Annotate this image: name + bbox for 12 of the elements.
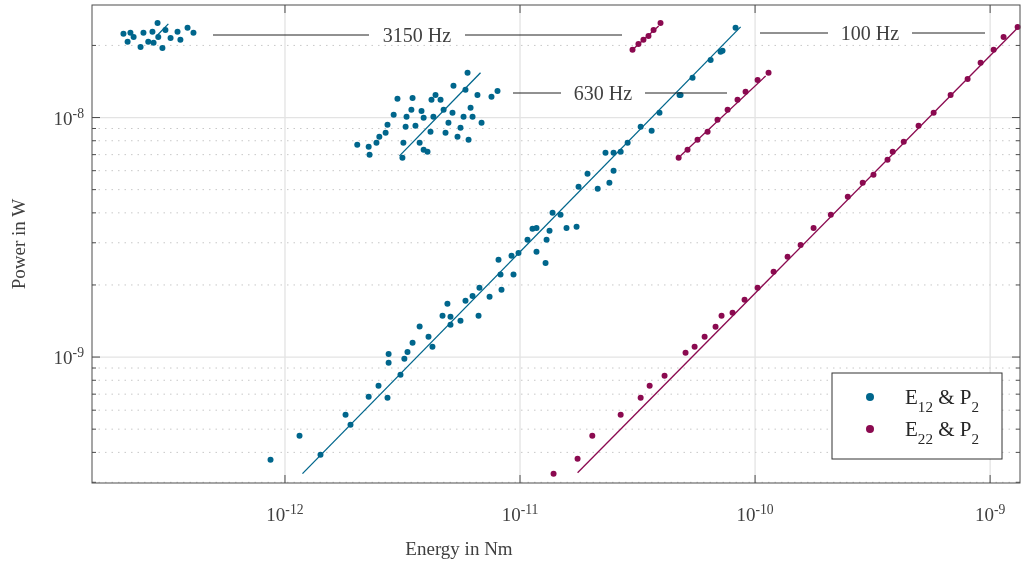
- legend-label: E$_{22}$ & P$_{2}$: [905, 417, 980, 447]
- y-tick-label: 10$^{-8}$: [53, 105, 85, 129]
- x-tick-label: 10$^{-9}$: [974, 501, 1006, 525]
- annotation: 630 Hz: [573, 82, 633, 104]
- x-tick-label: 10$^{-12}$: [266, 501, 304, 525]
- x-axis-title: Energy in Nm: [405, 538, 513, 559]
- x-tick-label: 10$^{-11}$: [501, 501, 539, 525]
- legend-label: E$_{12}$ & P$_{2}$: [905, 385, 980, 415]
- annotation: 100 Hz: [840, 22, 900, 44]
- y-axis-title: Power in W: [8, 198, 29, 290]
- annotation: 3150 Hz: [382, 24, 452, 46]
- x-tick-label: 10$^{-10}$: [736, 501, 774, 525]
